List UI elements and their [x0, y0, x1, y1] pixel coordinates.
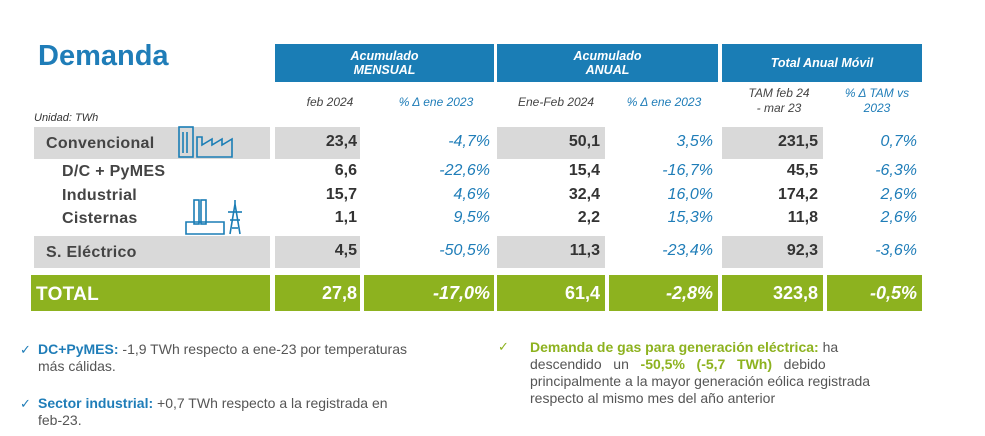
- note-generacion-key: Demanda de gas para generación eléctrica…: [530, 339, 819, 355]
- cell-convencional-col1: 23,4: [325, 133, 357, 150]
- row-band-convencional-c3: [497, 127, 605, 159]
- note-dc-pymes-text: -1,9 TWh respecto a ene-23 por temperatu…: [118, 341, 407, 357]
- cell-dc-pymes-col5: 45,5: [786, 162, 818, 179]
- cell-cisternas-col6: 2,6%: [880, 209, 917, 226]
- header-total-anual-movil: Total Anual Móvil: [722, 44, 922, 82]
- header-anual-line1: Acumulado: [573, 49, 642, 63]
- note-industrial: Sector industrial: +0,7 TWh respecto a l…: [38, 395, 498, 429]
- cell-convencional-col5: 231,5: [777, 133, 818, 150]
- subheader-pct-anual: % Δ ene 2023: [626, 95, 702, 109]
- note-industrial-text: +0,7 TWh respecto a la registrada en: [153, 395, 388, 411]
- cell-total-col3: 61,4: [564, 283, 600, 303]
- cell-convencional-col4: 3,5%: [676, 133, 713, 150]
- note-generacion-line2c: debido: [772, 356, 826, 372]
- cell-s-electrico-col4: -23,4%: [662, 242, 713, 259]
- cell-s-electrico-col3: 11,3: [569, 242, 600, 259]
- note-dc-pymes-line2: más cálidas.: [38, 358, 116, 374]
- row-band-total-c2: [364, 275, 494, 311]
- building-factory-icon: [178, 126, 233, 158]
- note-industrial-key: Sector industrial:: [38, 395, 154, 411]
- subheader-ene-feb-2024: Ene-Feb 2024: [517, 95, 595, 109]
- row-label-industrial: Industrial: [62, 187, 138, 204]
- cell-s-electrico-col2: -50,5%: [439, 242, 490, 259]
- subheader-feb-2024: feb 2024: [306, 95, 354, 109]
- cell-industrial-col6: 2,6%: [880, 186, 917, 203]
- row-band-electrico: [34, 236, 270, 268]
- row-band-total-label: [31, 275, 270, 311]
- note-generacion-electrica: Demanda de gas para generación eléctrica…: [530, 339, 950, 407]
- row-label-s-electrico: S. Eléctrico: [46, 244, 137, 261]
- note-dc-pymes: DC+PyMES: -1,9 TWh respecto a ene-23 por…: [38, 341, 498, 375]
- industry-tower-icon: [185, 199, 242, 235]
- check-icon: ✓: [20, 342, 31, 357]
- cell-convencional-col6: 0,7%: [880, 133, 917, 150]
- cell-convencional-col2: -4,7%: [448, 133, 490, 150]
- note-dc-pymes-key: DC+PyMES:: [38, 341, 119, 357]
- note-generacion-line2a: descendido un: [530, 356, 641, 372]
- note-generacion-line3: principalmente a la mayor generación eól…: [530, 373, 871, 389]
- cell-total-col6: -0,5%: [869, 283, 917, 303]
- header-acumulado-anual: Acumulado ANUAL: [497, 44, 718, 82]
- subheader-pct-tam-line1: % Δ TAM vs: [844, 86, 910, 100]
- cell-total-col2: -17,0%: [432, 283, 490, 303]
- note-industrial-line2: feb-23.: [38, 412, 82, 428]
- cell-total-col1: 27,8: [321, 283, 357, 303]
- cell-s-electrico-col6: -3,6%: [875, 242, 917, 259]
- row-label-convencional: Convencional: [46, 135, 155, 152]
- header-tam-label: Total Anual Móvil: [770, 56, 874, 70]
- cell-industrial-col3: 32,4: [568, 186, 600, 203]
- check-icon: ✓: [498, 339, 509, 354]
- row-band-total-c4: [609, 275, 718, 311]
- cell-s-electrico-col5: 92,3: [786, 242, 818, 259]
- row-band-convencional-c1: [275, 127, 360, 159]
- cell-cisternas-col4: 15,3%: [667, 209, 713, 226]
- header-mensual-line2: MENSUAL: [353, 63, 416, 77]
- row-band-total-c6: [827, 275, 922, 311]
- row-label-dc-pymes: D/C + PyMES: [62, 163, 166, 180]
- cell-dc-pymes-col6: -6,3%: [875, 162, 917, 179]
- cell-s-electrico-col1: 4,5: [334, 242, 357, 259]
- note-generacion-line4: respecto al mismo mes del año anterior: [530, 390, 776, 406]
- row-band-total-c1: [275, 275, 360, 311]
- row-band-electrico-c1: [275, 236, 360, 268]
- unit-label: Unidad: TWh: [34, 112, 99, 124]
- subheader-pct-tam-line2: 2023: [863, 101, 891, 115]
- row-label-total: TOTAL: [36, 284, 100, 305]
- cell-dc-pymes-col4: -16,7%: [662, 162, 713, 179]
- cell-industrial-col2: 4,6%: [453, 186, 490, 203]
- cell-dc-pymes-col1: 6,6: [334, 162, 357, 179]
- row-band-convencional: [34, 127, 270, 159]
- row-label-cisternas: Cisternas: [62, 210, 138, 227]
- subheader-tam-line2: - mar 23: [756, 101, 802, 115]
- cell-industrial-col5: 174,2: [777, 186, 818, 203]
- cell-cisternas-col1: 1,1: [334, 209, 357, 226]
- header-acumulado-mensual: Acumulado MENSUAL: [275, 44, 494, 82]
- subheader-pct-tam: % Δ TAM vs 2023: [832, 86, 922, 116]
- cell-cisternas-col2: 9,5%: [453, 209, 490, 226]
- cell-total-col4: -2,8%: [665, 283, 713, 303]
- cell-industrial-col1: 15,7: [325, 186, 357, 203]
- cell-convencional-col3: 50,1: [568, 133, 600, 150]
- subheader-tam-line1: TAM feb 24: [748, 86, 810, 100]
- row-band-convencional-c5: [722, 127, 823, 159]
- note-generacion-value: -50,5% (-5,7 TWh): [640, 356, 772, 372]
- row-band-total-c3: [497, 275, 605, 311]
- row-band-electrico-c3: [497, 236, 605, 268]
- subheader-tam: TAM feb 24 - mar 23: [734, 86, 824, 116]
- header-mensual-line1: Acumulado: [350, 49, 419, 63]
- cell-industrial-col4: 16,0%: [667, 186, 713, 203]
- cell-total-col5: 323,8: [772, 283, 818, 303]
- check-icon: ✓: [20, 396, 31, 411]
- header-anual-line2: ANUAL: [585, 63, 630, 77]
- row-band-total-c5: [722, 275, 823, 311]
- page-title: Demanda: [38, 40, 169, 72]
- row-band-electrico-c5: [722, 236, 823, 268]
- note-generacion-text: ha: [818, 339, 839, 355]
- cell-cisternas-col3: 2,2: [577, 209, 600, 226]
- cell-dc-pymes-col3: 15,4: [568, 162, 600, 179]
- cell-cisternas-col5: 11,8: [787, 209, 818, 226]
- cell-dc-pymes-col2: -22,6%: [439, 162, 490, 179]
- subheader-pct-mensual: % Δ ene 2023: [398, 95, 474, 109]
